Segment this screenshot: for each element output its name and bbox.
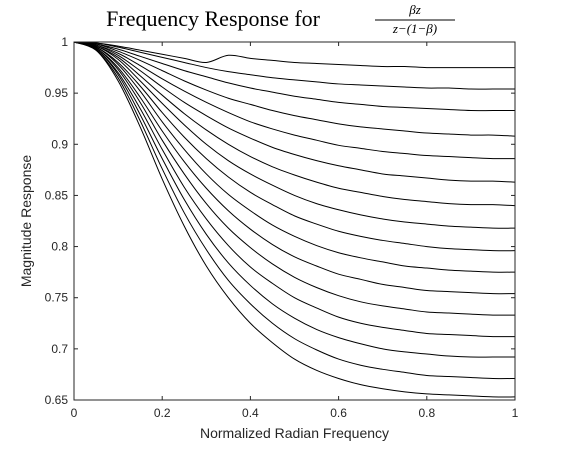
series-line-7 <box>73 41 516 207</box>
y-tick-label: 0.7 <box>51 342 68 356</box>
series-line-15 <box>73 41 516 380</box>
axes-box <box>73 41 516 401</box>
x-tick-label: 0.6 <box>330 406 347 420</box>
y-tick-label: 0.85 <box>45 188 69 202</box>
title-formula-numerator: βz <box>408 2 421 17</box>
x-tick-label: 0.4 <box>242 406 259 420</box>
series-line-11 <box>73 41 516 295</box>
series-line-4 <box>73 41 516 137</box>
series-line-9 <box>73 41 516 252</box>
x-axis-label: Normalized Radian Frequency <box>200 425 389 441</box>
ticks-group: 0 0.2 0.4 0.6 0.8 1 0.65 0.7 0.75 0.8 0.85 0.9 0.95 1 <box>45 35 519 420</box>
x-tick-label: 0 <box>71 406 78 420</box>
series-line-2 <box>73 41 515 90</box>
series-line-14 <box>73 41 515 358</box>
plot-lines-group <box>73 41 516 398</box>
series-line-1 <box>73 41 515 69</box>
series-line-13 <box>73 41 516 338</box>
series-line-5 <box>73 41 516 160</box>
y-tick-label: 0.65 <box>45 393 69 407</box>
series-line-6 <box>73 41 516 183</box>
y-tick-label: 1 <box>61 35 68 49</box>
chart-title: Frequency Response for <box>106 6 321 31</box>
y-tick-label: 0.9 <box>51 137 68 151</box>
y-tick-label: 0.75 <box>45 291 69 305</box>
title-formula-denominator: z−(1−β) <box>392 21 437 36</box>
series-line-10 <box>73 41 516 273</box>
y-tick-label: 0.95 <box>45 86 69 100</box>
y-tick-label: 0.8 <box>51 240 68 254</box>
series-line-12 <box>73 41 516 316</box>
series-line-8 <box>73 41 516 229</box>
y-axis-label: Magnitude Response <box>18 155 34 288</box>
x-tick-label: 0.8 <box>418 406 435 420</box>
series-line-3 <box>73 41 515 112</box>
series-line-16 <box>73 41 516 398</box>
x-tick-label: 1 <box>512 406 519 420</box>
x-tick-label: 0.2 <box>154 406 171 420</box>
